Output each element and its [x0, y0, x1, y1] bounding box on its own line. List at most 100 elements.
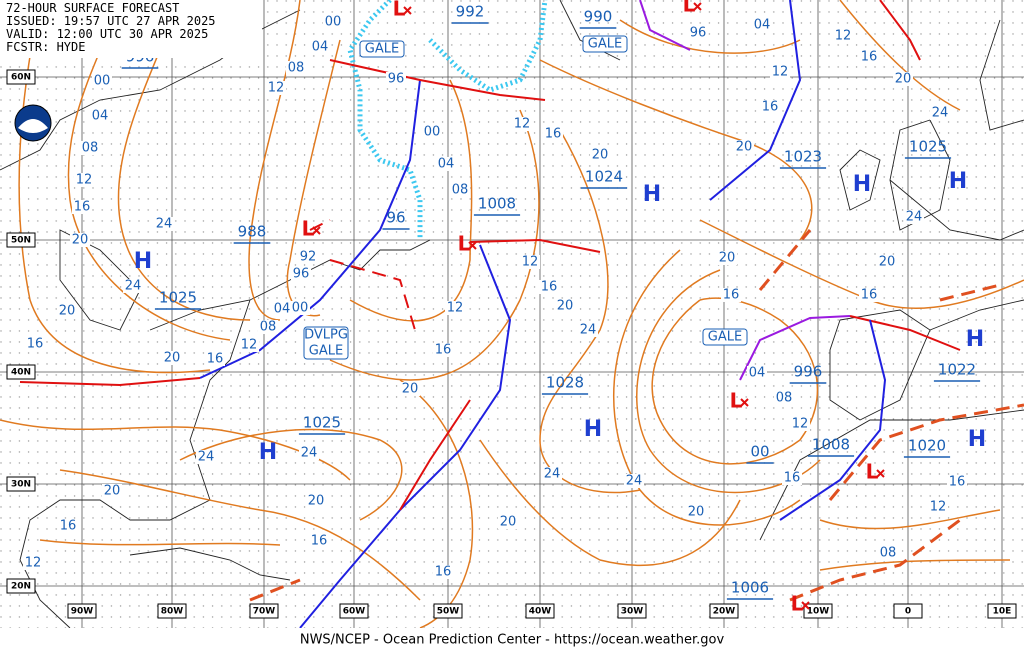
isobar-label-bg — [58, 519, 78, 533]
isobar-label: 20 — [500, 515, 517, 530]
isobar-label-bg — [290, 301, 310, 315]
isobar-label-bg — [57, 304, 77, 318]
isobar-label-bg — [310, 40, 330, 54]
isobar-label-bg — [721, 288, 741, 302]
lat-label-box — [6, 69, 36, 85]
high-center: H — [259, 440, 277, 465]
low-marker — [403, 6, 412, 15]
isobar-label: 16 — [311, 534, 328, 549]
isobar-label: 16 — [74, 200, 91, 215]
isobar-label: 12 — [241, 338, 258, 353]
isobar-label-bg — [760, 100, 780, 114]
isobar-label-bg — [239, 338, 259, 352]
isobar-label-bg — [436, 157, 456, 171]
isobar-label: 12 — [522, 255, 539, 270]
isobar-label-bg — [555, 299, 575, 313]
isobar-label-bg — [686, 505, 706, 519]
isobar-label-bg — [928, 500, 948, 514]
lon-label-box — [249, 603, 279, 619]
lon-label: 0 — [905, 607, 911, 617]
central-pressure: 1006 — [731, 579, 769, 597]
lon-label: 80W — [161, 607, 184, 617]
lon-label: 20W — [713, 607, 736, 617]
isobar-label: 96 — [690, 26, 707, 41]
lon-label: 90W — [71, 607, 94, 617]
isobar-label-bg — [272, 302, 292, 316]
isobar-label-bg — [205, 352, 225, 366]
low-marker — [693, 2, 702, 11]
isobar-label-bg — [422, 125, 442, 139]
isobar-label: 08 — [260, 320, 277, 335]
isobar-label: 20 — [879, 255, 896, 270]
isobar-label-bg — [433, 565, 453, 579]
noaa-logo — [14, 104, 52, 142]
warning-text: GALE — [365, 42, 399, 57]
lon-label-box — [433, 603, 463, 619]
isobar-label: 16 — [784, 471, 801, 486]
header-line: FCSTR: HYDE — [6, 40, 85, 54]
isobar-label-bg — [323, 15, 343, 29]
isobar-label: 96 — [388, 72, 405, 87]
lon-label: 70W — [253, 607, 276, 617]
isobar-label: 12 — [447, 301, 464, 316]
isobar-label: 24 — [301, 446, 318, 461]
isobar-label: 16 — [861, 288, 878, 303]
lon-label-box — [525, 603, 555, 619]
isobar-label-bg — [286, 61, 306, 75]
isobar-label-bg — [930, 106, 950, 120]
isobar-label-bg — [70, 233, 90, 247]
isobar-label-bg — [450, 183, 470, 197]
isobar-label: 20 — [895, 72, 912, 87]
isobar-label-bg — [782, 471, 802, 485]
isobar-label-bg — [80, 141, 100, 155]
high-center: H — [134, 249, 152, 274]
lon-label-box — [709, 603, 739, 619]
fronts — [19, 0, 1024, 629]
isobar-label-bg — [400, 382, 420, 396]
isobar-label-bg — [624, 474, 644, 488]
isobar-label-bg — [688, 26, 708, 40]
isobar-label: 24 — [626, 474, 643, 489]
central-pressure: 1023 — [784, 148, 822, 166]
warning-text: DVLPG — [304, 328, 348, 343]
lat-label-box — [6, 232, 36, 248]
lon-label-box — [893, 603, 923, 619]
isobar-label-bg — [445, 301, 465, 315]
isobar-label-bg — [512, 117, 532, 131]
isobar-label: 20 — [72, 233, 89, 248]
lon-label-box — [617, 603, 647, 619]
isobar-label-bg — [543, 127, 563, 141]
low-marker — [876, 469, 885, 478]
central-pressure: 96 — [386, 209, 405, 227]
isobar-label-bg — [386, 72, 406, 86]
warning-box — [702, 328, 748, 346]
isobar-label-bg — [309, 534, 329, 548]
low-marker — [801, 601, 810, 610]
isobar-label-bg — [542, 467, 562, 481]
high-center: H — [968, 427, 986, 452]
lon-label: 60W — [343, 607, 366, 617]
labels: 60N 50N 40N 30N 20N 90W 80W 70W 60W 50W 40W 30W 20W 1… — [6, 0, 1017, 619]
lat-label-box — [6, 364, 36, 380]
isobar-label: 12 — [76, 173, 93, 188]
isobar-label: 08 — [880, 546, 897, 561]
lon-label-box — [803, 603, 833, 619]
low-center: L — [791, 592, 804, 616]
central-pressure: 1022 — [938, 361, 976, 379]
isobar-label: 00 — [292, 301, 309, 316]
warning-text: GALE — [708, 330, 742, 345]
isobar-label-bg — [520, 255, 540, 269]
isobar-label: 16 — [949, 475, 966, 490]
isobar-label: 08 — [288, 61, 305, 76]
isobar-label-bg — [23, 556, 43, 570]
lon-label-box — [339, 603, 369, 619]
high-center: H — [853, 172, 871, 197]
isobar-label-bg — [433, 343, 453, 357]
lon-label: 10W — [807, 607, 830, 617]
isobar-label-bg — [154, 217, 174, 231]
isobar-label: 16 — [861, 50, 878, 65]
isobar-label: 08 — [776, 391, 793, 406]
isobar-label: 16 — [723, 288, 740, 303]
lat-label-box — [6, 476, 36, 492]
